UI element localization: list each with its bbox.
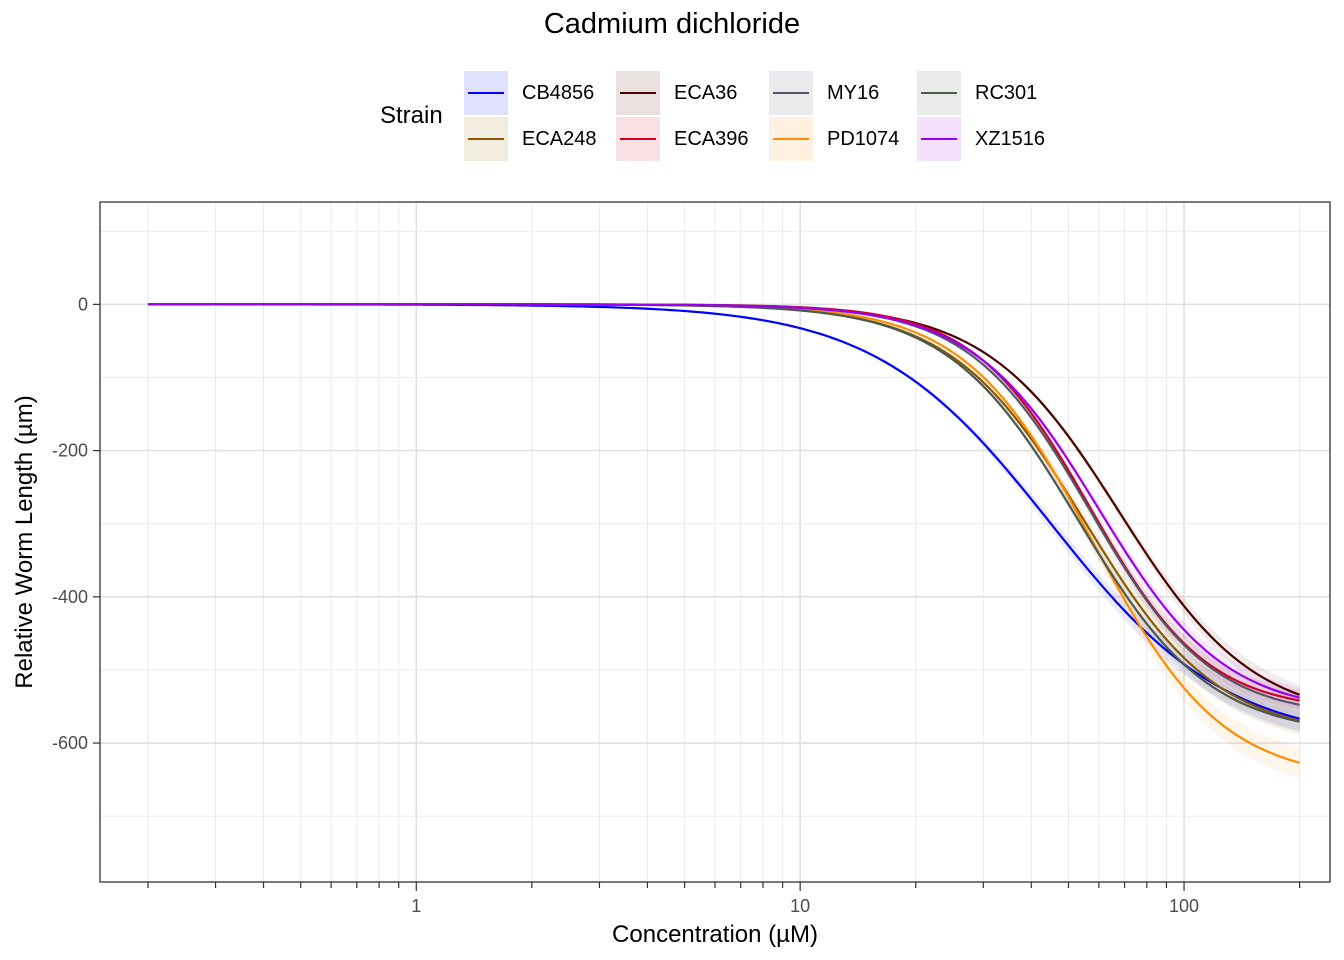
ribbon-xz1516 xyxy=(147,304,1300,708)
curve-eca396 xyxy=(147,303,1300,702)
legend-key xyxy=(464,71,508,115)
legend-title: Strain xyxy=(380,102,443,129)
curve-pd1074 xyxy=(147,303,1300,764)
legend-key xyxy=(616,71,660,115)
y-tick-label: -200 xyxy=(52,441,88,461)
y-tick-label: -600 xyxy=(52,733,88,753)
ribbon-cb4856 xyxy=(147,304,1300,732)
legend-key xyxy=(917,71,961,115)
legend-label: PD1074 xyxy=(827,128,900,150)
ribbon-eca396 xyxy=(147,304,1300,711)
dose-response-curves xyxy=(147,303,1300,764)
legend-label: CB4856 xyxy=(522,82,595,104)
legend-label: ECA36 xyxy=(674,82,738,104)
x-axis-title: Concentration (µM) xyxy=(612,921,818,948)
ribbon-rc301 xyxy=(147,304,1300,732)
curve-rc301 xyxy=(147,303,1300,723)
legend-label: ECA248 xyxy=(522,128,597,150)
legend-key xyxy=(769,117,813,161)
curve-eca36 xyxy=(147,303,1300,696)
legend: CB4856 ECA248 ECA36 ECA396 MY16 PD1074 R… xyxy=(464,70,1084,162)
legend-key xyxy=(917,117,961,161)
y-axis-title: Relative Worm Length (µm) xyxy=(11,395,38,688)
y-tick-label: 0 xyxy=(78,294,88,314)
legend-label: RC301 xyxy=(975,82,1038,104)
legend-label: XZ1516 xyxy=(975,128,1046,150)
ribbon-eca36 xyxy=(147,304,1300,705)
x-axis: 1 10 100 xyxy=(147,882,1301,916)
legend-label: ECA396 xyxy=(674,128,749,150)
ribbon-my16 xyxy=(147,304,1300,717)
y-tick-label: -400 xyxy=(52,587,88,607)
y-axis: 0 -200 -400 -600 xyxy=(52,294,100,753)
legend-label: MY16 xyxy=(827,82,880,104)
legend-key xyxy=(464,117,508,161)
legend-key xyxy=(769,71,813,115)
curve-my16 xyxy=(147,303,1300,706)
ribbon-pd1074 xyxy=(147,304,1300,779)
x-tick-label: 100 xyxy=(1169,896,1199,916)
chart-title: Cadmium dichloride xyxy=(543,8,801,40)
grid-lines xyxy=(100,202,1330,882)
curve-cb4856 xyxy=(147,303,1300,720)
confidence-ribbons xyxy=(147,304,1300,779)
curve-eca248 xyxy=(147,303,1300,722)
legend-key xyxy=(616,117,660,161)
x-tick-label: 1 xyxy=(411,896,421,916)
curve-xz1516 xyxy=(147,303,1300,699)
x-tick-label: 10 xyxy=(790,896,810,916)
